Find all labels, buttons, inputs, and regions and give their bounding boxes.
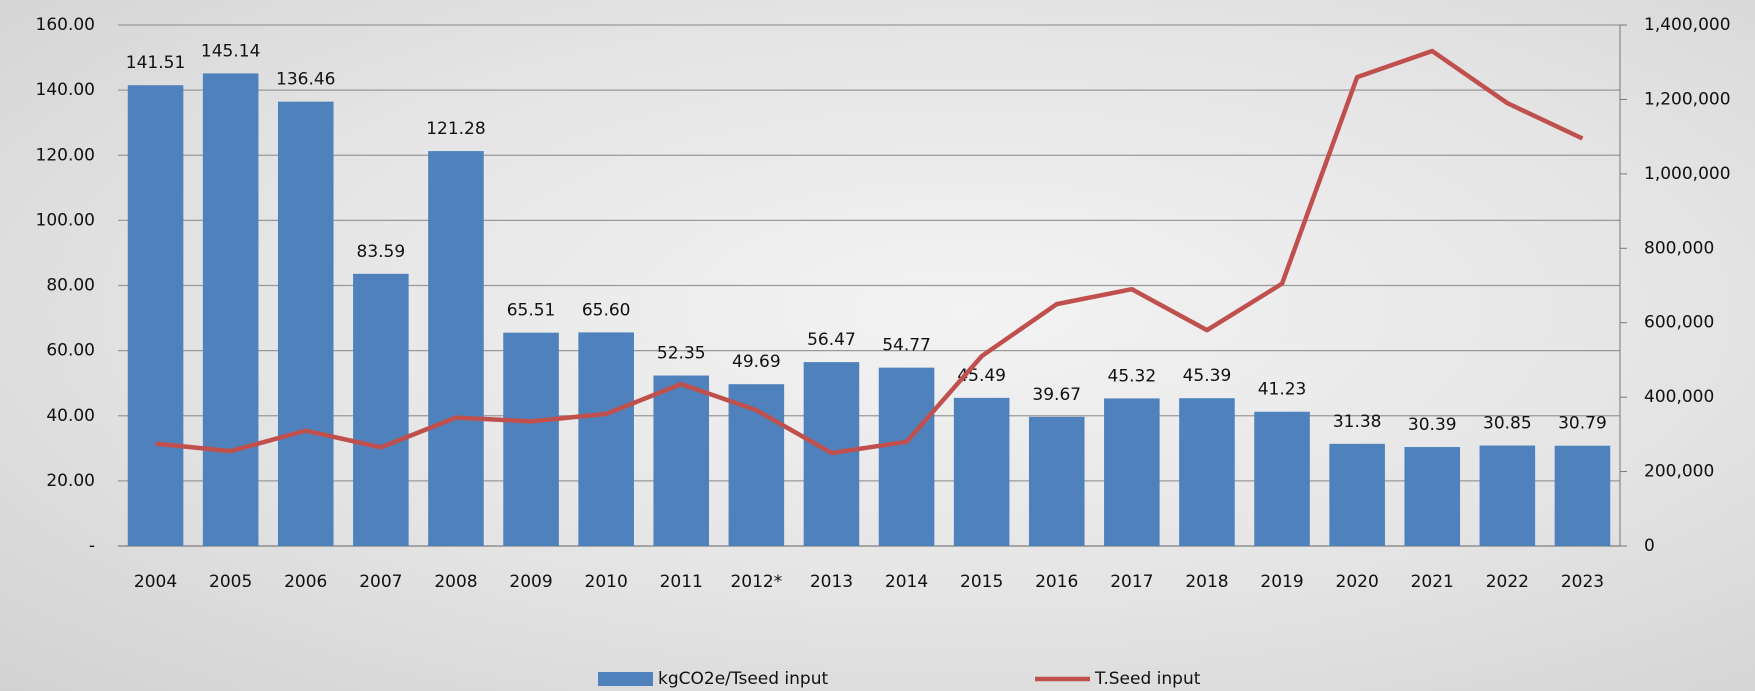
y-tick-label: 140.00 [36, 80, 95, 100]
x-tick-label: 2011 [660, 572, 703, 592]
bar [1404, 447, 1460, 546]
x-tick-label: 2004 [134, 572, 177, 592]
bar [203, 73, 259, 546]
x-tick-label: 2019 [1260, 572, 1303, 592]
bar [1029, 417, 1085, 546]
bar [578, 332, 634, 546]
x-tick-label: 2017 [1110, 572, 1153, 592]
bar [1104, 398, 1160, 546]
y-tick-label: 60.00 [46, 341, 95, 361]
y-tick-label: - [89, 536, 95, 556]
data-label: 41.23 [1258, 380, 1307, 400]
chart: - 20.00 40.00 60.00 80.00 100.00 120.00 140.00 1… [0, 0, 1755, 691]
x-tick-label: 2013 [810, 572, 853, 592]
y-tick-label: 20.00 [46, 471, 95, 491]
y2-tick-label: 1,000,000 [1644, 164, 1731, 184]
y-tick-label: 80.00 [46, 276, 95, 296]
bar [278, 102, 334, 546]
bar [1480, 446, 1536, 546]
data-label: 136.46 [276, 70, 335, 90]
x-tick-label: 2006 [284, 572, 327, 592]
bar [1254, 412, 1310, 546]
data-label: 83.59 [357, 242, 406, 262]
x-tick-label: 2007 [359, 572, 402, 592]
data-label: 52.35 [657, 344, 706, 364]
y2-tick-label: 1,200,000 [1644, 89, 1731, 109]
legend-label: kgCO2e/Tseed input [658, 669, 828, 689]
x-tick-label: 2022 [1486, 572, 1529, 592]
x-tick-label: 2009 [509, 572, 552, 592]
data-label: 141.51 [126, 53, 185, 73]
bar [428, 151, 484, 546]
bar [1555, 446, 1611, 546]
x-tick-label: 2016 [1035, 572, 1078, 592]
y2-tick-label: 1,400,000 [1644, 15, 1731, 35]
bar [128, 85, 184, 546]
x-tick-label: 2005 [209, 572, 252, 592]
bar [653, 376, 709, 546]
bar [1179, 398, 1235, 546]
data-label: 121.28 [426, 119, 485, 139]
data-label: 54.77 [882, 336, 931, 356]
x-tick-label: 2012* [730, 572, 782, 592]
bar [954, 398, 1010, 546]
data-label: 30.79 [1558, 414, 1607, 434]
data-label: 65.51 [507, 301, 556, 321]
x-tick-label: 2020 [1336, 572, 1379, 592]
x-tick-label: 2014 [885, 572, 928, 592]
x-tick-label: 2015 [960, 572, 1003, 592]
y2-tick-label: 200,000 [1644, 462, 1714, 482]
legend-label: T.Seed input [1094, 669, 1201, 689]
y-tick-label: 40.00 [46, 406, 95, 426]
y-tick-label: 160.00 [36, 15, 95, 35]
data-label: 56.47 [807, 330, 856, 350]
data-label: 49.69 [732, 352, 781, 372]
data-label: 45.32 [1108, 366, 1157, 386]
y-tick-label: 100.00 [36, 210, 95, 230]
y2-tick-label: 400,000 [1644, 387, 1714, 407]
y-tick-label: 120.00 [36, 145, 95, 165]
x-tick-label: 2023 [1561, 572, 1604, 592]
data-label: 39.67 [1032, 385, 1081, 405]
y2-tick-label: 600,000 [1644, 313, 1714, 333]
data-label: 65.60 [582, 300, 631, 320]
legend-swatch [598, 672, 653, 686]
bar [879, 368, 935, 546]
x-tick-label: 2018 [1185, 572, 1228, 592]
bar [353, 274, 409, 546]
data-label: 45.39 [1183, 366, 1232, 386]
data-label: 30.85 [1483, 414, 1532, 434]
bar [503, 333, 559, 546]
bar [1329, 444, 1385, 546]
y2-tick-label: 800,000 [1644, 238, 1714, 258]
data-label: 145.14 [201, 41, 260, 61]
x-tick-label: 2010 [585, 572, 628, 592]
x-tick-label: 2008 [434, 572, 477, 592]
x-tick-label: 2021 [1411, 572, 1454, 592]
data-label: 30.39 [1408, 415, 1457, 435]
y2-tick-label: 0 [1644, 536, 1655, 556]
data-label: 31.38 [1333, 412, 1382, 432]
